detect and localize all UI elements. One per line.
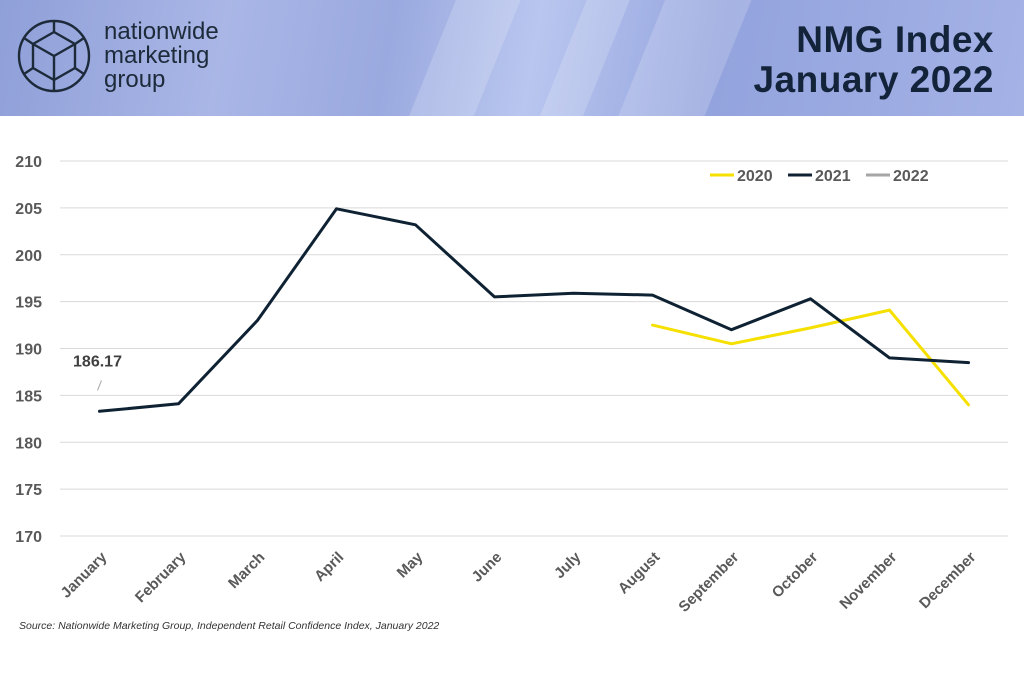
x-tick-label: May	[394, 548, 427, 581]
brand-line: marketing	[104, 42, 210, 69]
brand-line: nationwide	[104, 18, 219, 45]
legend-label: 2020	[737, 168, 773, 185]
y-tick-label: 210	[15, 154, 42, 171]
brand-name: nationwide marketing group	[104, 20, 219, 92]
legend-label: 2021	[815, 168, 851, 185]
series-line-2020	[651, 308, 970, 407]
x-tick-label: February	[132, 548, 190, 606]
y-tick-label: 185	[15, 388, 42, 405]
x-tick-label: November	[836, 549, 900, 613]
x-tick-label: August	[615, 549, 664, 598]
page-title: NMG Index January 2022	[753, 20, 994, 100]
y-tick-label: 170	[15, 529, 42, 546]
title-line: NMG Index	[796, 19, 994, 60]
header-banner: nationwide marketing group NMG Index Jan…	[0, 0, 1024, 116]
y-tick-label: 195	[15, 295, 42, 312]
x-tick-label: April	[311, 549, 347, 585]
data-label: 186.17	[73, 353, 122, 370]
title-line: January 2022	[753, 59, 994, 100]
data-point-2022	[97, 380, 102, 391]
y-tick-label: 200	[15, 248, 42, 265]
brand-line: group	[104, 66, 166, 93]
y-tick-label: 205	[15, 201, 42, 218]
logo-icon	[17, 19, 91, 93]
banner-sheen	[520, 0, 640, 116]
x-tick-label: October	[769, 549, 822, 602]
x-tick-label: December	[916, 549, 979, 612]
x-tick-label: June	[469, 549, 506, 586]
legend-label: 2022	[893, 168, 929, 185]
y-tick-label: 190	[15, 342, 42, 359]
line-chart: 170 175 180 185 190 195 200 205 210 January Februa…	[15, 154, 1008, 616]
x-tick-label: July	[551, 548, 585, 582]
y-tick-label: 180	[15, 435, 42, 452]
x-tick-label: September	[675, 549, 742, 616]
y-tick-label: 175	[15, 482, 42, 499]
series-line-2021	[98, 207, 970, 413]
banner-sheen	[601, 0, 759, 116]
x-tick-label: January	[58, 548, 111, 601]
banner-sheen	[390, 0, 530, 116]
x-tick-label: March	[225, 549, 268, 592]
source-note: Source: Nationwide Marketing Group, Inde…	[19, 620, 440, 632]
